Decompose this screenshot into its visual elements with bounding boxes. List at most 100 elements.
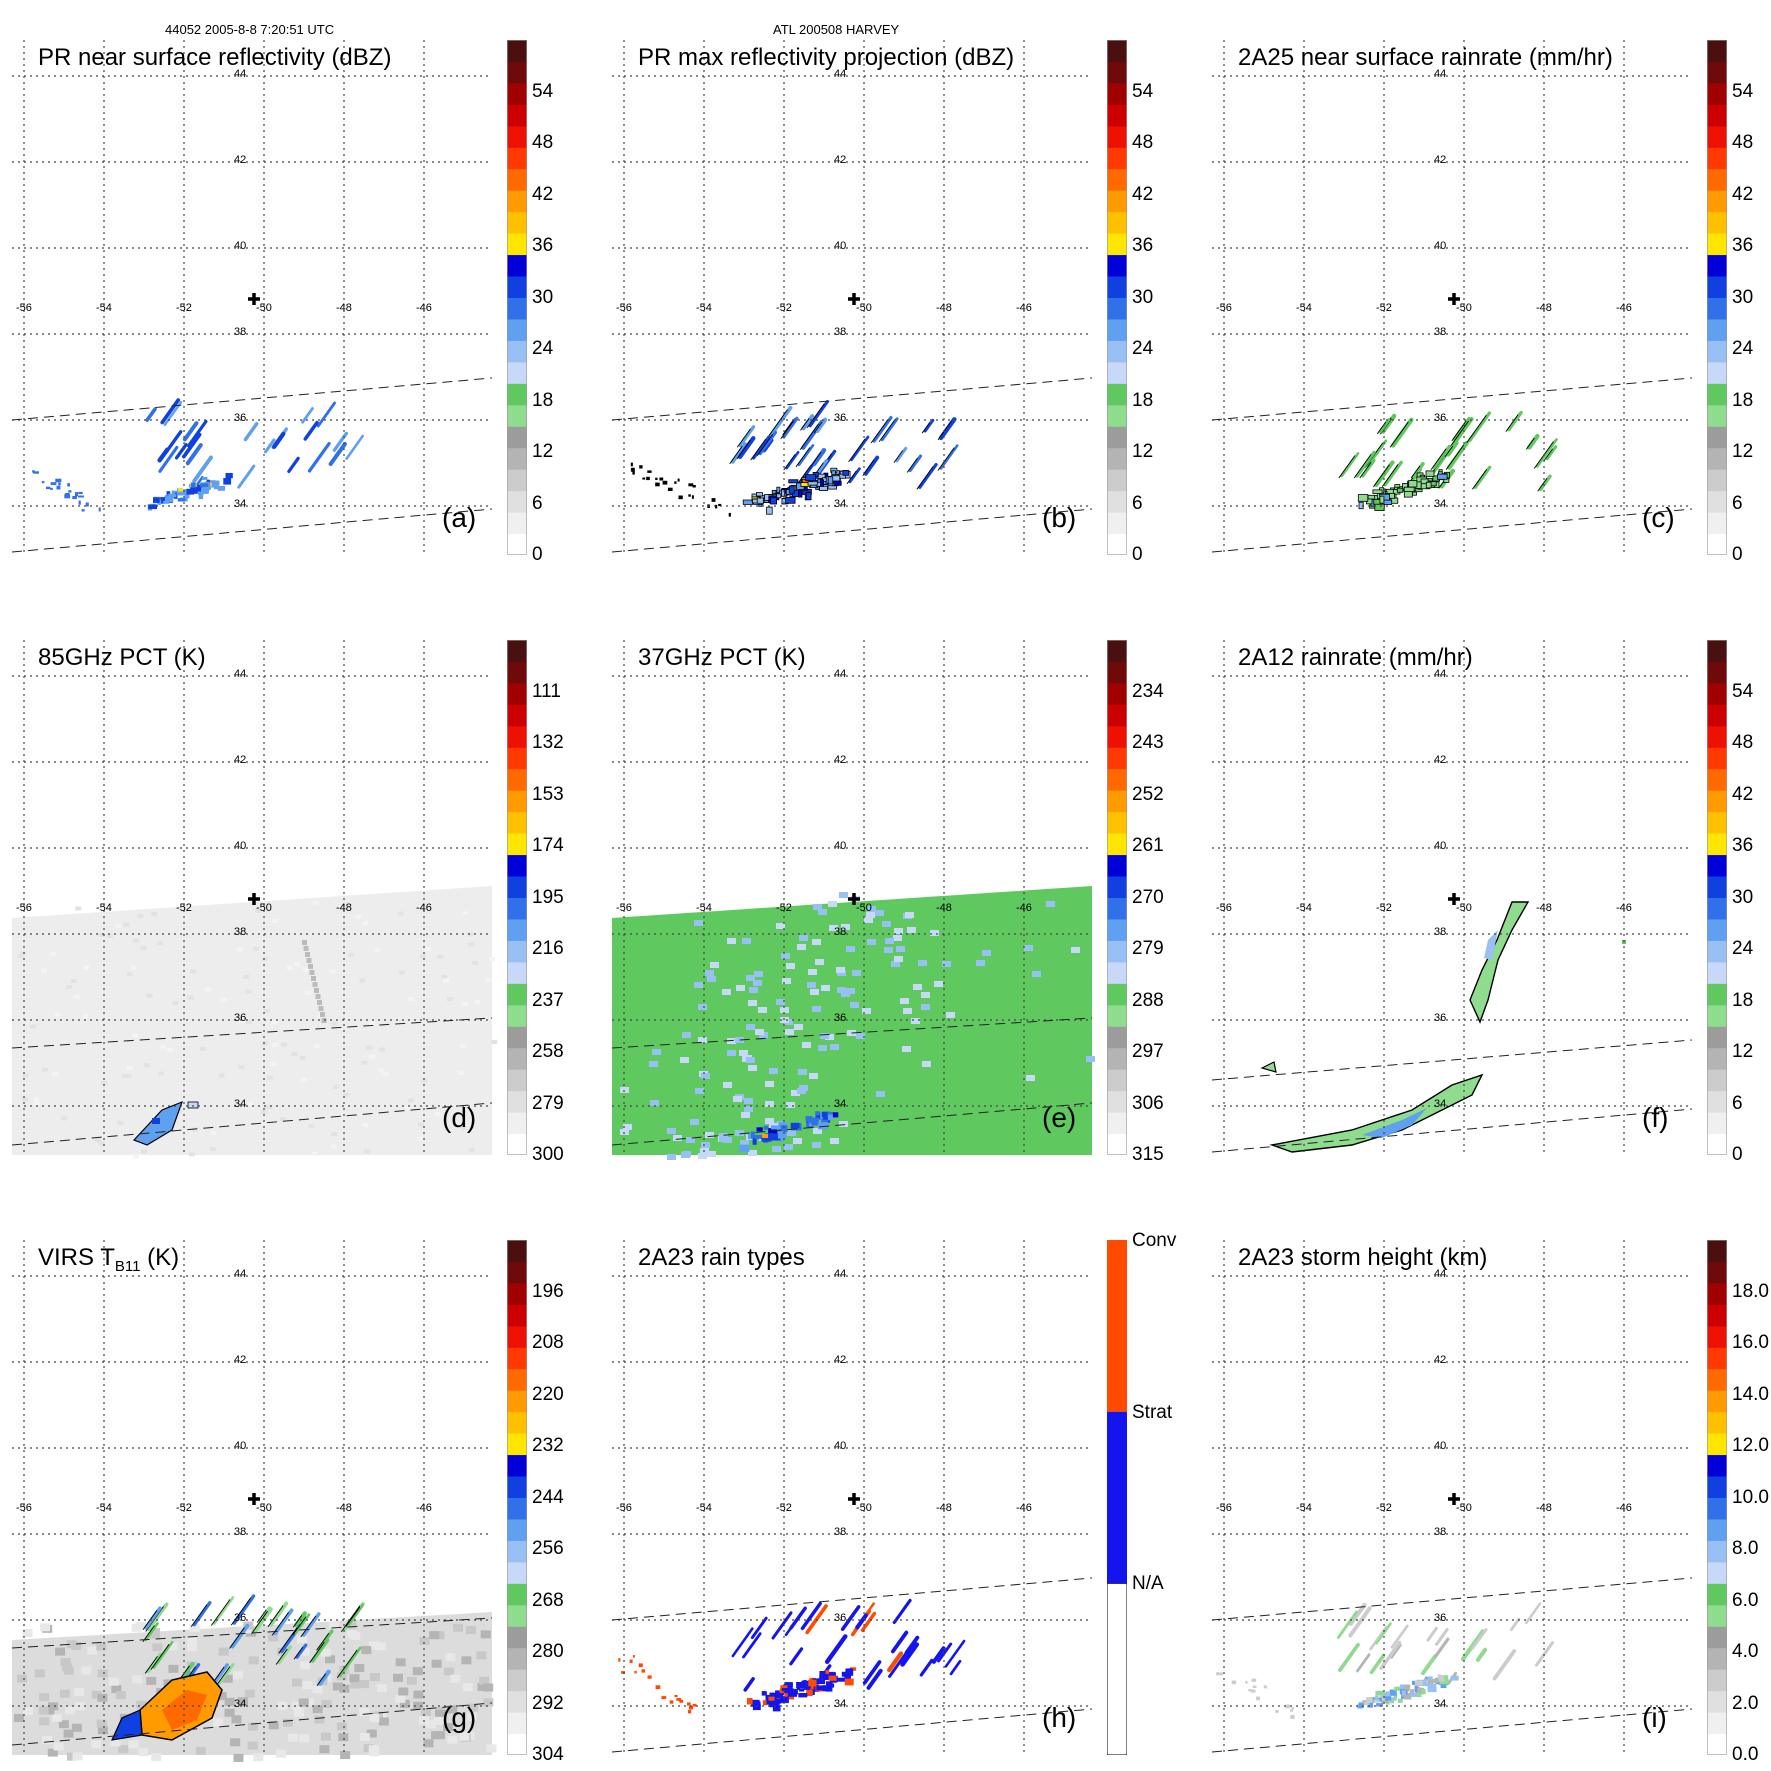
rain-cell xyxy=(659,477,664,481)
rain-cell xyxy=(56,485,61,490)
rain-streak xyxy=(815,417,828,433)
swath-edge-lower xyxy=(11,1702,493,1746)
lat-label: 36 xyxy=(234,1612,247,1624)
tb-pixel xyxy=(340,1751,351,1760)
tb-pixel xyxy=(705,1132,714,1138)
tb-pixel xyxy=(33,1101,40,1106)
tb-pixel xyxy=(447,997,454,1002)
rain-contour xyxy=(780,420,795,440)
rain-streak xyxy=(1369,1653,1386,1675)
rain-cell xyxy=(1438,1678,1445,1682)
rain-cell xyxy=(190,482,196,488)
tb-pixel xyxy=(876,1091,885,1097)
lat-label: 38 xyxy=(834,1526,847,1538)
tb-pixel xyxy=(472,960,479,965)
colorbar-segment xyxy=(507,811,527,834)
rain-cell xyxy=(805,1116,813,1122)
colorbar-segment xyxy=(507,1090,527,1113)
lon-label: -46 xyxy=(1016,902,1032,914)
tb-pixel xyxy=(40,1623,51,1632)
tb-pixel xyxy=(802,1042,811,1048)
colorbar-segment xyxy=(1107,233,1127,256)
tb-pixel xyxy=(61,1116,68,1121)
rain-streak xyxy=(863,455,880,476)
rain-streak xyxy=(816,458,829,475)
rain-cell xyxy=(692,485,696,488)
tb-pixel xyxy=(126,1066,133,1071)
tb-pixel xyxy=(237,1697,248,1706)
colorbar-segment xyxy=(507,1282,527,1305)
lat-label: 44 xyxy=(834,668,847,680)
lat-label: 42 xyxy=(1434,1354,1447,1366)
rain-cell xyxy=(78,500,81,505)
tb-pixel xyxy=(1086,1056,1095,1062)
tb-pixel xyxy=(75,1702,86,1711)
rain-cell xyxy=(841,1671,846,1677)
colorbar-segment xyxy=(507,1261,527,1284)
rain-cell xyxy=(1417,1687,1422,1693)
tb-pixel xyxy=(33,1097,40,1102)
rain-cell xyxy=(1396,487,1404,493)
tb-pixel xyxy=(336,1722,347,1731)
tb-pixel xyxy=(748,1150,757,1156)
tb-pixel xyxy=(320,1648,331,1657)
tb-pixel xyxy=(97,1669,108,1678)
panel-b: -56 -54 -52 -50 -48 -46 44 42 40 38 36 34 PR max ref… xyxy=(611,40,1212,565)
rain-cell xyxy=(1408,480,1418,488)
rain-streak xyxy=(1446,440,1469,470)
tb-pixel xyxy=(314,1715,325,1724)
rain-cell xyxy=(808,1679,817,1687)
tb-pixel xyxy=(794,1024,803,1030)
rain-contour xyxy=(1444,444,1454,457)
tb-pixel xyxy=(776,999,785,1005)
rain-contour xyxy=(846,470,857,485)
colorbar-label: 208 xyxy=(532,1332,564,1353)
rain-streak xyxy=(782,416,799,439)
tb-pixel xyxy=(70,979,77,984)
tb-pixel xyxy=(369,1714,380,1723)
colorbar-segment xyxy=(507,682,527,705)
colorbar-label: 24 xyxy=(1132,338,1154,359)
tb-pixel xyxy=(419,1637,430,1646)
tb-pixel xyxy=(348,952,355,957)
tb-pixel-min xyxy=(762,1134,768,1138)
rain-streak xyxy=(1356,1653,1371,1673)
lat-label: 38 xyxy=(834,926,847,938)
panel-f: -56 -54 -52 -50 -48 -46 44 42 40 38 36 34 2A12 rainr… xyxy=(1211,640,1771,1165)
colorbar-segment xyxy=(1707,1047,1727,1070)
tb-pixel xyxy=(291,1678,302,1687)
tb-pixel xyxy=(218,1073,225,1078)
rain-streak xyxy=(347,1603,365,1627)
panel-title: 85GHz PCT (K) xyxy=(38,644,206,671)
colorbar-label: 0 xyxy=(532,544,543,565)
tb-pixel xyxy=(694,920,703,926)
rain-streak xyxy=(1379,1640,1402,1670)
panel-letter: (b) xyxy=(1042,502,1077,533)
tb-pixel xyxy=(308,1124,315,1129)
tb-pixel xyxy=(797,944,806,950)
rain-streak xyxy=(1509,1617,1521,1632)
lat-label: 38 xyxy=(834,326,847,338)
rain-contour xyxy=(309,1641,325,1664)
colorbar-segment xyxy=(1707,918,1727,941)
tb-pixel xyxy=(733,1096,742,1102)
tb-pixel xyxy=(875,910,884,916)
map-plot-c xyxy=(1211,40,1693,555)
colorbar-segment xyxy=(1107,211,1127,234)
tb-pixel xyxy=(791,1090,800,1096)
lon-label: -56 xyxy=(16,302,32,314)
rain-cell xyxy=(184,493,190,499)
colorbar-segment xyxy=(1707,1669,1727,1692)
colorbar-segment xyxy=(507,768,527,791)
rain-cell xyxy=(821,1111,830,1118)
tb-pixel xyxy=(921,992,930,998)
tb-pixel xyxy=(55,1647,66,1656)
colorbar-label: 216 xyxy=(532,938,564,959)
tb-pixel xyxy=(393,1673,404,1682)
colorbar-segment xyxy=(1107,318,1127,341)
tb-pixel xyxy=(852,970,861,976)
tb-pixel xyxy=(744,1098,753,1104)
tb-pixel xyxy=(468,1703,479,1712)
rain-contour xyxy=(1525,437,1535,450)
colorbar-d xyxy=(507,640,527,1155)
